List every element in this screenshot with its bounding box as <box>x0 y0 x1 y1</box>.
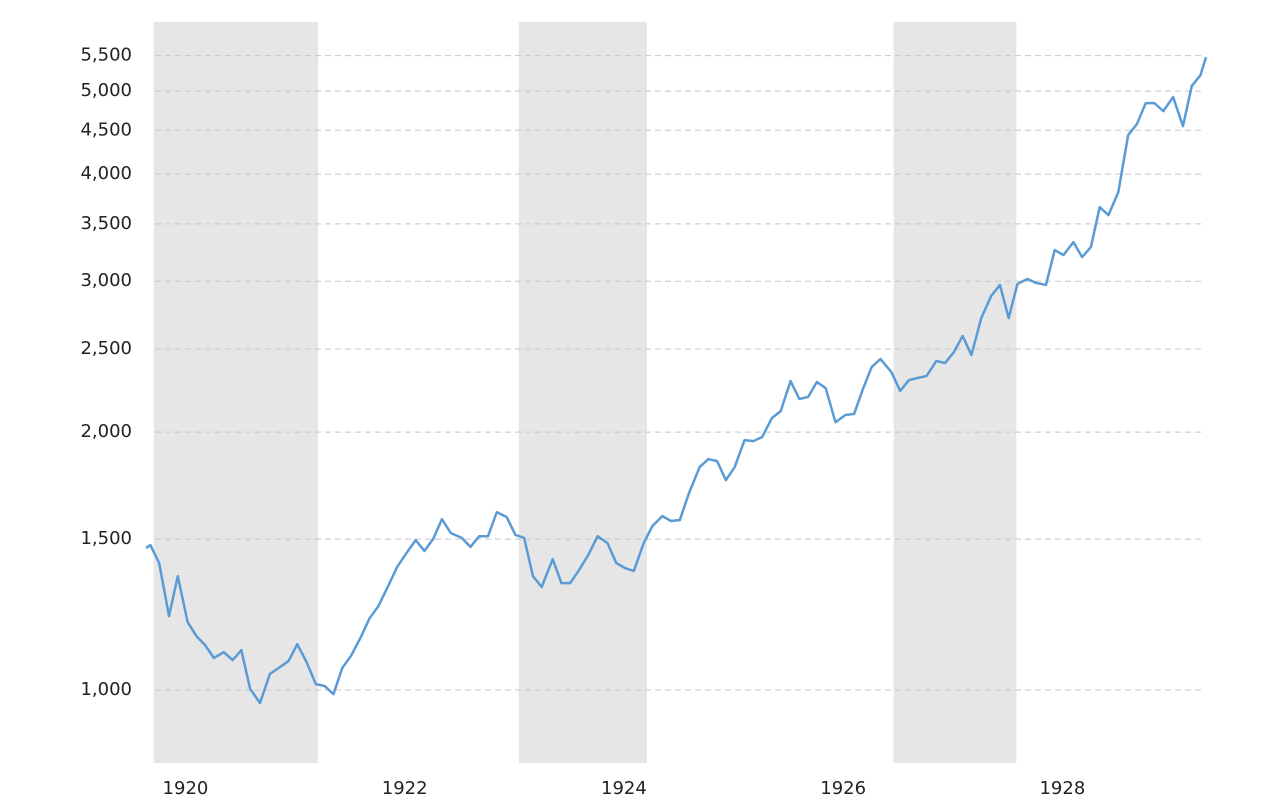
y-tick-label: 5,000 <box>80 80 132 101</box>
y-tick-label: 3,500 <box>80 213 132 234</box>
x-tick-label: 1926 <box>820 778 866 799</box>
recession-band <box>518 22 647 763</box>
y-tick-label: 1,500 <box>80 528 132 549</box>
y-tick-label: 4,000 <box>80 163 132 184</box>
recession-band <box>153 22 319 763</box>
y-tick-label: 2,500 <box>80 338 132 359</box>
y-tick-label: 1,000 <box>80 679 132 700</box>
x-tick-label: 1920 <box>163 778 209 799</box>
x-tick-label: 1924 <box>601 778 647 799</box>
x-tick-label: 1922 <box>382 778 428 799</box>
data-line <box>145 56 1208 705</box>
y-tick-label: 5,500 <box>80 45 132 66</box>
y-tick-label: 3,000 <box>80 270 132 291</box>
recession-band <box>893 22 1017 763</box>
y-tick-label: 4,500 <box>80 119 132 140</box>
x-tick-label: 1928 <box>1039 778 1085 799</box>
y-tick-label: 2,000 <box>80 421 132 442</box>
